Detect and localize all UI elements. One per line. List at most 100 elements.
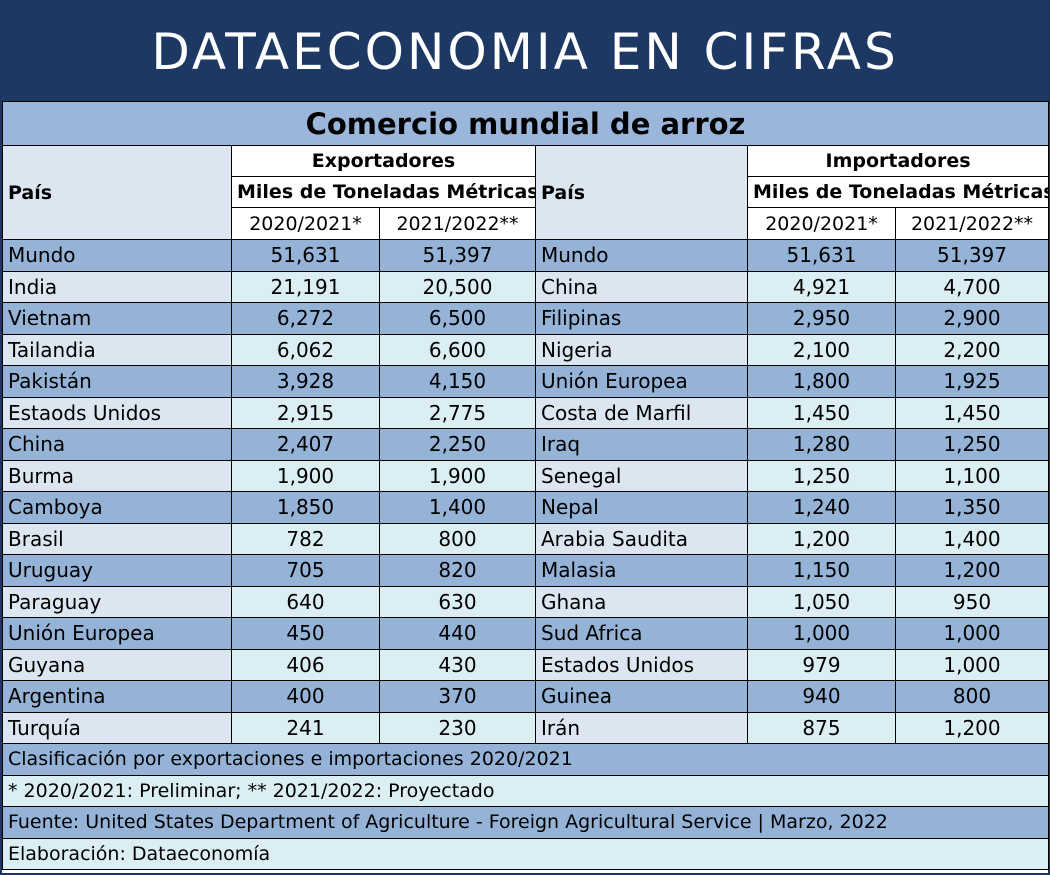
- exporter-country-cell: Argentina: [2, 680, 232, 713]
- exporters-header: Exportadores: [231, 145, 536, 177]
- importer-2022-cell: 1,350: [894, 491, 1050, 524]
- importer-country-cell: Sud Africa: [535, 617, 748, 650]
- exporter-country-cell: Mundo: [2, 239, 232, 272]
- importer-2022-cell: 950: [894, 585, 1050, 618]
- importer-2022-cell: 1,200: [894, 711, 1050, 744]
- importer-country-cell: Malasia: [535, 554, 748, 587]
- table-row: Camboya 1,850 1,400 Nepal 1,240 1,350: [2, 491, 1050, 524]
- exp-col-2021: 2020/2021*: [231, 207, 380, 240]
- importer-2021-cell: 1,280: [747, 428, 896, 461]
- exporter-2022-cell: 370: [379, 680, 536, 713]
- exporter-2021-cell: 2,407: [231, 428, 380, 461]
- exporter-2022-cell: 2,775: [379, 396, 536, 429]
- importer-country-cell: Filipinas: [535, 302, 748, 335]
- importer-country-cell: Iraq: [535, 428, 748, 461]
- imp-col-2022: 2021/2022**: [894, 207, 1050, 240]
- exporter-2021-cell: 406: [231, 648, 380, 681]
- exporter-2022-cell: 51,397: [379, 239, 536, 272]
- exporter-country-cell: Brasil: [2, 522, 232, 555]
- table-row: Argentina 400 370 Guinea 940 800: [2, 680, 1050, 713]
- footnote: Clasificación por exportaciones e import…: [1, 743, 1050, 776]
- importer-2022-cell: 1,925: [894, 365, 1050, 398]
- importer-country-cell: Unión Europea: [535, 365, 748, 398]
- exp-col-2022: 2021/2022**: [379, 207, 536, 240]
- importer-2021-cell: 940: [747, 680, 896, 713]
- importers-units: Miles de Toneladas Métricas: [746, 176, 1050, 208]
- table-row: Vietnam 6,272 6,500 Filipinas 2,950 2,900: [2, 302, 1050, 335]
- table-row: Mundo 51,631 51,397 Mundo 51,631 51,397: [2, 239, 1050, 272]
- importer-2022-cell: 4,700: [894, 270, 1050, 303]
- importer-2022-cell: 1,450: [894, 396, 1050, 429]
- exporter-2021-cell: 1,900: [231, 459, 380, 492]
- exporter-country-cell: China: [2, 428, 232, 461]
- exporter-2022-cell: 1,400: [379, 491, 536, 524]
- importer-2021-cell: 1,240: [747, 491, 896, 524]
- importer-2022-cell: 1,400: [894, 522, 1050, 555]
- footnote: Elaboración: Dataeconomía: [1, 837, 1050, 870]
- exporter-country-cell: Unión Europea: [2, 617, 232, 650]
- table-title: Comercio mundial de arroz: [1, 101, 1050, 146]
- exporter-country-cell: Turquía: [2, 711, 232, 744]
- exporter-2021-cell: 2,915: [231, 396, 380, 429]
- banner-title: DATAECONOMIA EN CIFRAS: [2, 2, 1048, 101]
- exporter-2021-cell: 705: [231, 554, 380, 587]
- exporter-country-cell: Paraguay: [2, 585, 232, 618]
- exporter-2022-cell: 230: [379, 711, 536, 744]
- importer-country-cell: China: [535, 270, 748, 303]
- exporter-2022-cell: 800: [379, 522, 536, 555]
- exporter-2021-cell: 640: [231, 585, 380, 618]
- exporter-2022-cell: 1,900: [379, 459, 536, 492]
- importer-country-cell: Senegal: [535, 459, 748, 492]
- importer-2021-cell: 1,050: [747, 585, 896, 618]
- importer-country-cell: Irán: [535, 711, 748, 744]
- importer-2022-cell: 1,200: [894, 554, 1050, 587]
- importer-country-cell: Arabia Saudita: [535, 522, 748, 555]
- exporters-units: Miles de Toneladas Métricas: [231, 176, 536, 208]
- exporter-2022-cell: 630: [379, 585, 536, 618]
- table-row: Paraguay 640 630 Ghana 1,050 950: [2, 585, 1050, 618]
- exporter-2022-cell: 440: [379, 617, 536, 650]
- exporter-2021-cell: 450: [231, 617, 380, 650]
- footnote: * 2020/2021: Preliminar; ** 2021/2022: P…: [1, 774, 1050, 807]
- importer-2022-cell: 2,200: [894, 333, 1050, 366]
- importer-2021-cell: 1,250: [747, 459, 896, 492]
- exporter-2021-cell: 1,850: [231, 491, 380, 524]
- table-row: India 21,191 20,500 China 4,921 4,700: [2, 270, 1050, 303]
- exporter-2022-cell: 6,500: [379, 302, 536, 335]
- exporter-country-cell: Vietnam: [2, 302, 232, 335]
- exporter-country-cell: India: [2, 270, 232, 303]
- exporter-2022-cell: 2,250: [379, 428, 536, 461]
- exporter-2022-cell: 20,500: [379, 270, 536, 303]
- table-row: Estaods Unidos 2,915 2,775 Costa de Marfil 1…: [2, 396, 1050, 429]
- importer-2021-cell: 875: [747, 711, 896, 744]
- exporter-2021-cell: 6,272: [231, 302, 380, 335]
- importer-2022-cell: 51,397: [894, 239, 1050, 272]
- exporter-country-cell: Burma: [2, 459, 232, 492]
- importer-2021-cell: 1,200: [747, 522, 896, 555]
- importers-header: Importadores: [746, 145, 1050, 177]
- table-row: Guyana 406 430 Estados Unidos 979 1,000: [2, 648, 1050, 681]
- exporter-2021-cell: 21,191: [231, 270, 380, 303]
- exporter-2021-cell: 3,928: [231, 365, 380, 398]
- importer-2022-cell: 1,250: [894, 428, 1050, 461]
- exporter-2021-cell: 400: [231, 680, 380, 713]
- importer-2022-cell: 1,000: [894, 648, 1050, 681]
- importer-2021-cell: 1,000: [747, 617, 896, 650]
- exporter-country-cell: Tailandia: [2, 333, 232, 366]
- exporter-2022-cell: 430: [379, 648, 536, 681]
- table-row: China 2,407 2,250 Iraq 1,280 1,250: [2, 428, 1050, 461]
- importer-2021-cell: 51,631: [747, 239, 896, 272]
- table-row: Unión Europea 450 440 Sud Africa 1,000 1,000: [2, 617, 1050, 650]
- exporter-2022-cell: 820: [379, 554, 536, 587]
- importer-country-cell: Nepal: [535, 491, 748, 524]
- exporter-country-cell: Camboya: [2, 491, 232, 524]
- rice-trade-table: Comercio mundial de arroz País Exportado…: [1, 101, 1050, 870]
- importer-country-cell: Estados Unidos: [535, 648, 748, 681]
- exporter-2021-cell: 6,062: [231, 333, 380, 366]
- importer-country-cell: Ghana: [535, 585, 748, 618]
- importer-2022-cell: 1,000: [894, 617, 1050, 650]
- exporter-2021-cell: 51,631: [231, 239, 380, 272]
- importer-country-cell: Nigeria: [535, 333, 748, 366]
- footnote: Fuente: United States Department of Agri…: [1, 806, 1050, 839]
